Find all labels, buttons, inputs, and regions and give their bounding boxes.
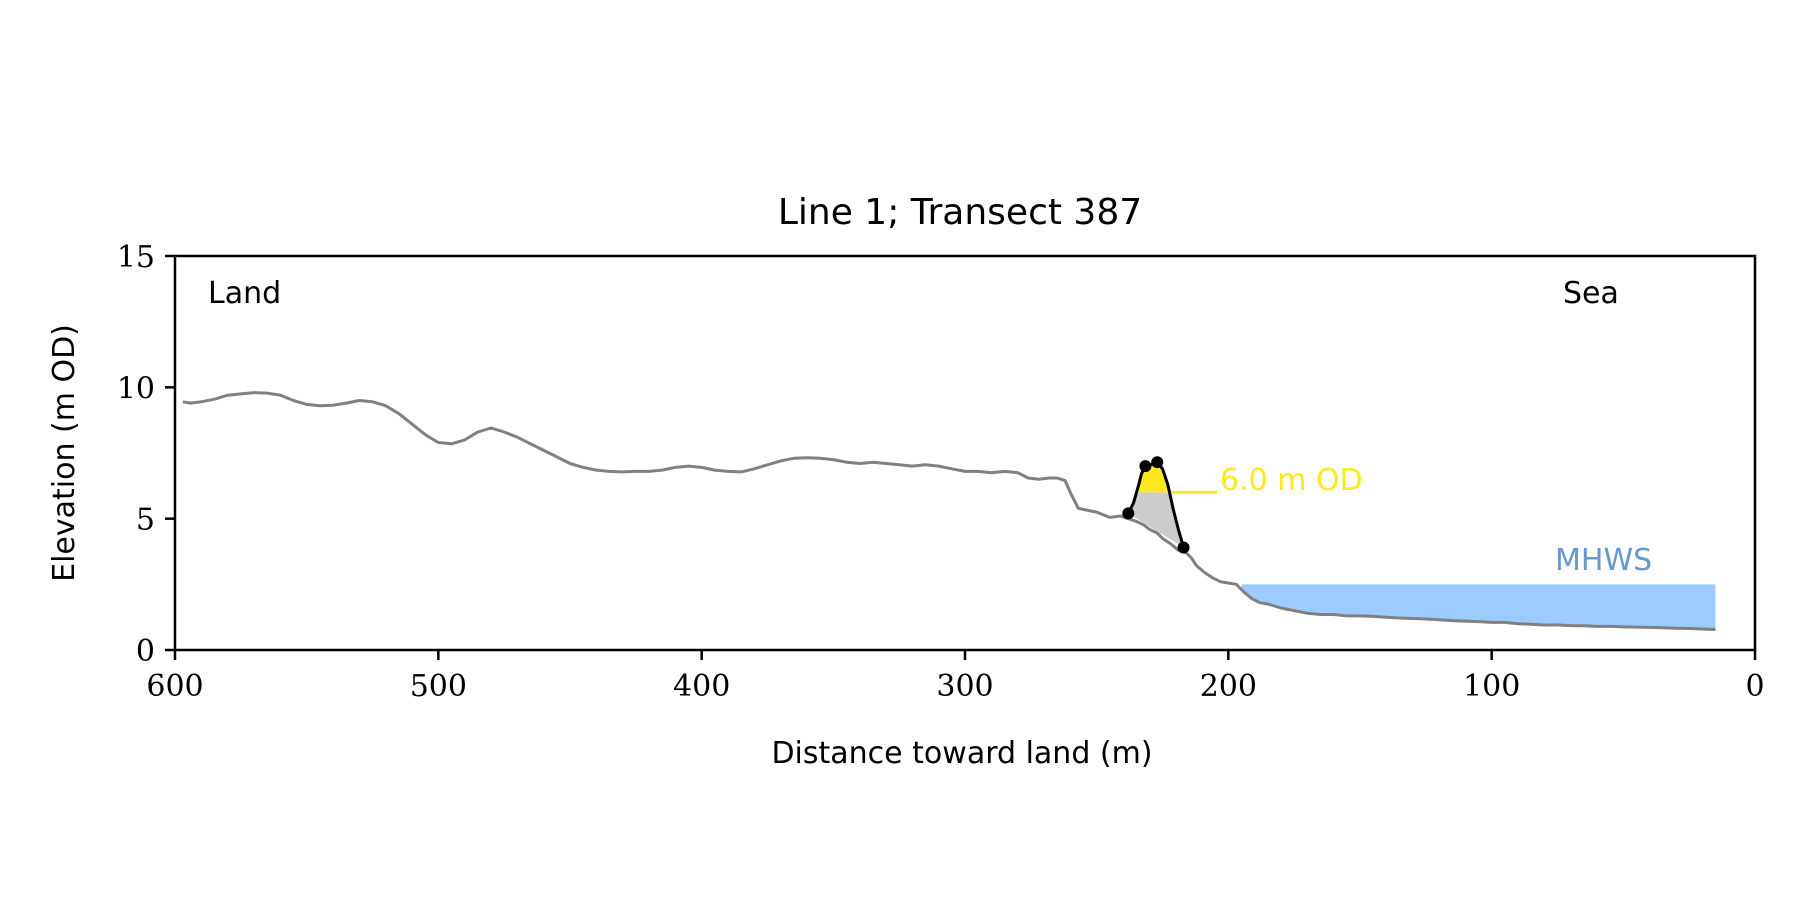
dune-marker — [1151, 456, 1164, 469]
x-axis-ticks: 600 500 400 300 200 100 0 — [146, 650, 1765, 704]
dune-marker — [1122, 507, 1135, 520]
x-tick-label: 0 — [1745, 669, 1764, 704]
profile-line — [182, 391, 1716, 631]
sea-label: Sea — [1563, 276, 1619, 311]
y-axis-ticks: 0 5 10 15 — [117, 240, 175, 669]
y-tick-label: 10 — [117, 371, 155, 406]
x-tick-label: 400 — [673, 669, 730, 704]
x-tick-label: 100 — [1463, 669, 1520, 704]
chart-title: Line 1; Transect 387 — [778, 192, 1142, 233]
plot-markers — [1122, 456, 1190, 554]
mhws-water-fill — [1241, 584, 1716, 630]
od-level-label: 6.0 m OD — [1220, 463, 1363, 498]
x-tick-label: 300 — [936, 669, 993, 704]
y-tick-label: 5 — [136, 503, 155, 538]
y-tick-label: 0 — [136, 634, 155, 669]
y-axis-label: Elevation (m OD) — [47, 324, 82, 582]
y-tick-label: 15 — [117, 240, 155, 275]
x-tick-label: 200 — [1200, 669, 1257, 704]
land-label: Land — [208, 276, 281, 311]
x-tick-label: 500 — [410, 669, 467, 704]
x-axis-label: Distance toward land (m) — [771, 736, 1152, 771]
dune-marker — [1177, 541, 1190, 554]
dune-fill-below-od — [1128, 492, 1184, 548]
x-tick-label: 600 — [146, 669, 203, 704]
mhws-label: MHWS — [1555, 543, 1652, 578]
dune-marker — [1139, 460, 1152, 473]
